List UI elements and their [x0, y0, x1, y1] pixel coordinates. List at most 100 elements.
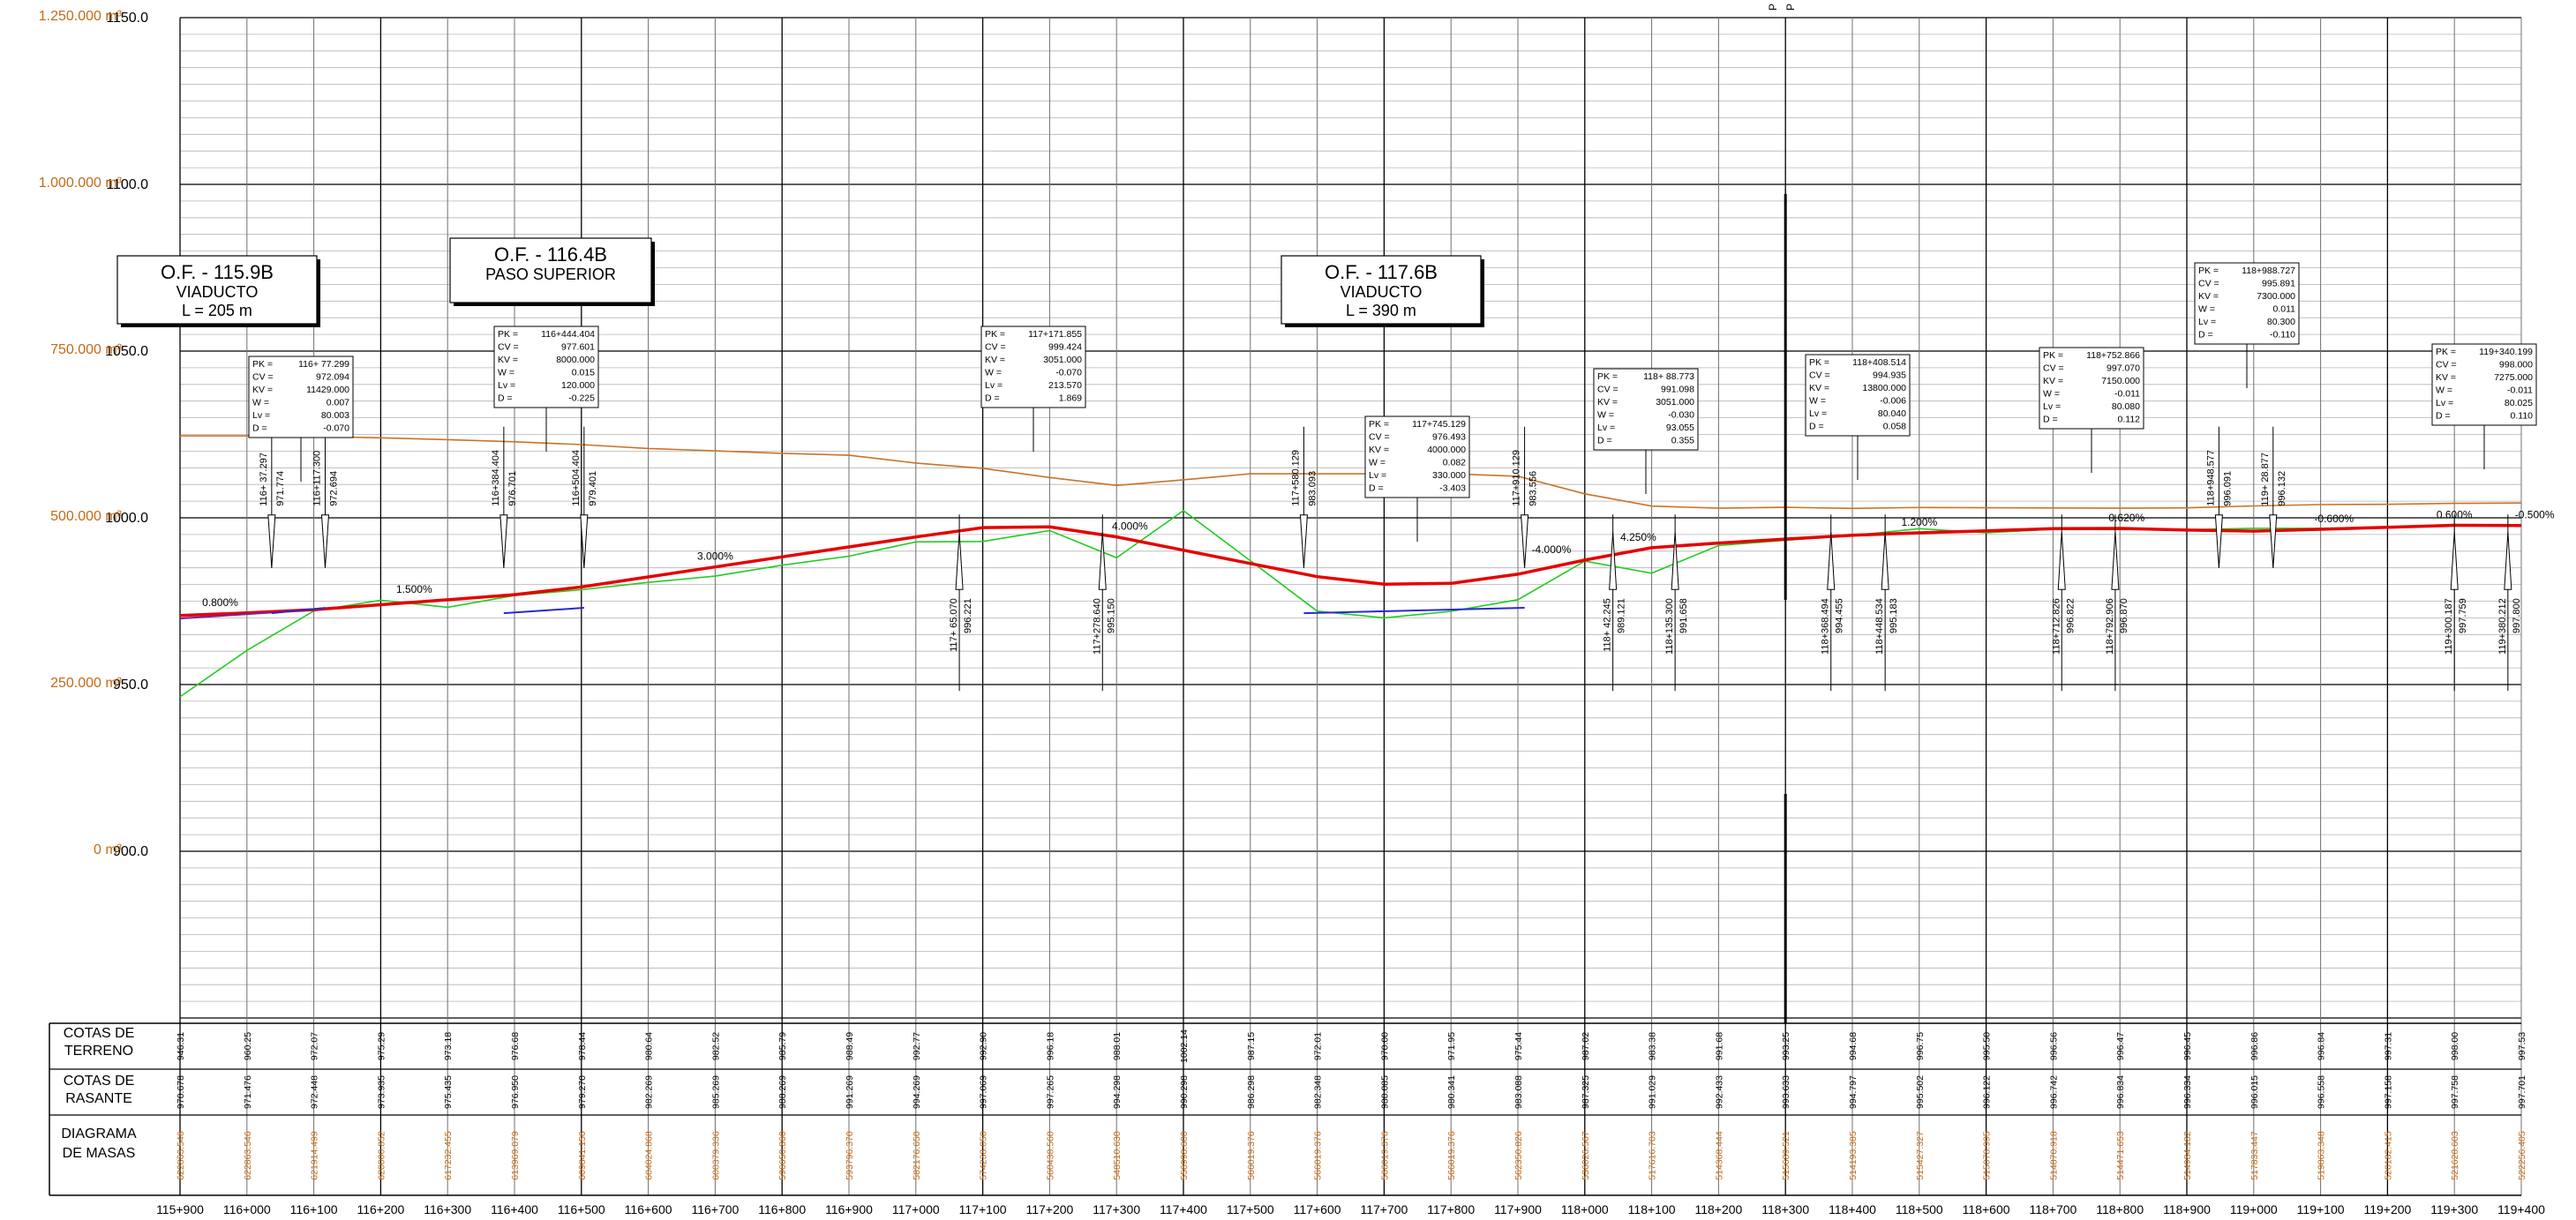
pk-tick-label: 118+700: [2029, 1202, 2077, 1216]
curve-value-label: -0.110: [2270, 330, 2295, 341]
curve-value-label: 0.058: [1883, 422, 1906, 432]
curve-key-label: Lv =: [1369, 470, 1386, 481]
grade-elevation-value: 996.558: [2317, 1075, 2327, 1109]
terrain-elevation-value: 996.75: [1915, 1032, 1926, 1060]
mass-value: 517616.703: [1648, 1131, 1658, 1180]
terrain-elevation-value: 997.31: [2383, 1032, 2393, 1060]
terrain-elevation-value: 971.95: [1446, 1032, 1457, 1060]
curve-value-label: 7275.000: [2494, 372, 2533, 383]
marker-elev-label: 983.093: [1307, 471, 1318, 506]
curve-key-label: PK =: [252, 359, 273, 370]
mass-value: 566019.376: [1313, 1131, 1324, 1180]
curve-key-label: D =: [2436, 411, 2451, 422]
terrain-elevation-value: 996.56: [2048, 1032, 2059, 1060]
curve-data-box: [1805, 354, 1911, 437]
structure-title: O.F. - 117.6B: [1325, 261, 1438, 283]
terrain-elevation-value: 973.18: [443, 1032, 454, 1060]
curve-key-label: KV =: [1809, 383, 1829, 393]
marker-elev-label: 971.774: [275, 471, 286, 506]
mass-value: 574238.050: [979, 1131, 989, 1180]
curve-value-label: 80.025: [2505, 398, 2533, 408]
grade-label: 3.000%: [697, 550, 733, 563]
grade-elevation-value: 970.678: [176, 1075, 186, 1109]
mass-value: 514471.653: [2115, 1131, 2126, 1180]
curve-key-label: D =: [1369, 483, 1384, 494]
mass-value: 514368.444: [1714, 1131, 1724, 1180]
marker-triangle: [2214, 514, 2223, 568]
grade-elevation-value: 996.742: [2048, 1075, 2059, 1109]
grade-elevation-value: 979.270: [577, 1075, 588, 1109]
pk-tick-label: 116+200: [357, 1202, 404, 1216]
marker-triangle: [1098, 532, 1107, 590]
terrain-elevation-value: 996.86: [2249, 1032, 2260, 1060]
curve-key-label: W =: [2043, 389, 2060, 400]
mass-value: 515078.995: [1982, 1131, 1993, 1180]
mass-value: 514870.918: [2048, 1131, 2059, 1180]
grade-elevation-value: 985.269: [710, 1075, 721, 1109]
mass-value: 566019.376: [1379, 1131, 1390, 1180]
marker-pk-label: 118+448.534: [1874, 598, 1885, 655]
mass-value: 515689.521: [1781, 1131, 1791, 1180]
curve-key-label: PK =: [985, 329, 1005, 340]
pk-tick-label: 118+900: [2163, 1202, 2211, 1216]
grade-elevation-value: 991.269: [845, 1075, 855, 1109]
terrain-elevation-value: 996.84: [2317, 1032, 2327, 1060]
grade-elevation-value: 994.298: [1112, 1075, 1123, 1109]
mass-value: 609841.156: [577, 1131, 588, 1180]
pk-tick-label: 119+000: [2230, 1202, 2278, 1216]
curve-value-label: 118+408.514: [1852, 357, 1906, 368]
curve-data-box: [2039, 347, 2144, 430]
mass-value: 522256.405: [2517, 1131, 2527, 1180]
grade-elevation-value: 990.298: [1179, 1075, 1190, 1109]
curve-value-label: 80.003: [321, 410, 349, 421]
elevation-tick-label: 1100.0: [106, 177, 148, 192]
structure-title: O.F. - 116.4B: [494, 243, 607, 266]
grade-elevation-value: 996.122: [1982, 1075, 1993, 1109]
terrain-elevation-value: 972.07: [310, 1032, 320, 1060]
pk-tick-label: 116+800: [758, 1202, 806, 1216]
grade-elevation-value: 992.433: [1714, 1075, 1724, 1109]
curve-value-label: 117+745.129: [1412, 419, 1466, 430]
vertical-curve-markers: 116+ 37.297 971.774 116+117.300 972.694 116+…: [259, 4, 2522, 1023]
curve-key-label: KV =: [252, 385, 273, 395]
terrain-elevation-value: 972.01: [1313, 1032, 1324, 1060]
curve-key-label: KV =: [1597, 397, 1618, 408]
structure-box: [116, 255, 318, 325]
curve-key-label: CV =: [985, 342, 1006, 353]
curve-value-label: 330.000: [1432, 470, 1466, 481]
curve-value-label: 976.493: [1432, 432, 1466, 443]
structure-title: O.F. - 115.9B: [161, 261, 274, 283]
pk-tick-label: 116+900: [825, 1202, 873, 1216]
curve-key-label: Lv =: [252, 410, 270, 421]
curve-value-label: 0.082: [1443, 458, 1466, 468]
curve-data-box: [248, 356, 354, 438]
terrain-elevation-value: 988.01: [1112, 1032, 1123, 1060]
terrain-elevation-value: 985.79: [777, 1032, 788, 1060]
grade-elevation-value: 997.701: [2517, 1075, 2527, 1109]
curve-data-box: [1364, 415, 1470, 498]
mass-value: 556998.600: [1179, 1131, 1190, 1180]
curve-value-label: -0.225: [568, 393, 595, 404]
marker-elev-label: 996.091: [2222, 471, 2233, 506]
structure-type: VIADUCTO: [1341, 283, 1423, 301]
mass-value: 604024.868: [644, 1131, 655, 1180]
curve-value-label: 117+171.855: [1028, 329, 1082, 340]
mass-value: 560438.560: [1045, 1131, 1055, 1180]
structure-length: L = 205 m: [182, 302, 252, 319]
curve-value-label: 997.070: [2107, 363, 2140, 374]
mass-value: 521628.603: [2450, 1131, 2460, 1180]
curve-data-box: [1593, 368, 1699, 451]
pk-tick-label: 118+300: [1761, 1202, 1809, 1216]
table-row-label: COTAS DE: [64, 1026, 135, 1041]
terrain-elevation-value: 976.68: [510, 1032, 521, 1060]
terrain-elevation-value: 991.68: [1714, 1032, 1724, 1060]
grade-elevation-value: 983.088: [1513, 1075, 1524, 1109]
curve-value-label: 0.007: [327, 398, 349, 408]
grade-label: 4.000%: [1112, 520, 1148, 533]
marker-triangle: [955, 532, 964, 590]
curve-value-label: 972.094: [316, 372, 349, 383]
mass-value: 519863.348: [2317, 1131, 2327, 1180]
curve-value-label: 3051.000: [1656, 397, 1694, 408]
pk-tick-label: 117+300: [1093, 1202, 1140, 1216]
structure-box: [1280, 255, 1482, 325]
